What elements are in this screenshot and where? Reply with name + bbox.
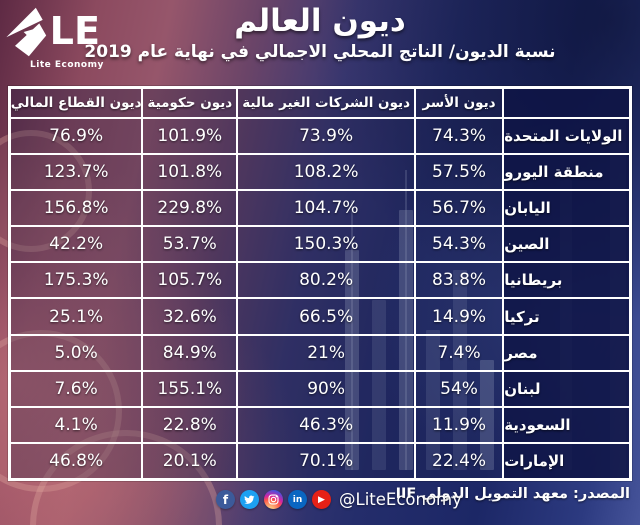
cell-country: منطقة اليورو [503, 154, 631, 191]
candlestick-decor [372, 300, 386, 470]
cell-household: 57.5% [414, 154, 504, 191]
page-subtitle: نسبة الديون/ الناتج المحلي الاجمالي في ن… [84, 42, 556, 62]
table-row: 46.8% 20.1% 70.1% 22.4% الإمارات [10, 442, 631, 479]
social-bar: f in ▶ @LiteEconomy [216, 490, 462, 509]
cell-financial: 25.1% [10, 298, 143, 335]
cell-government: 84.9% [142, 334, 238, 371]
cell-corporate: 21% [237, 334, 415, 371]
logo-mark: LE [50, 9, 100, 53]
logo-caption: Lite Economy [30, 60, 104, 70]
social-handle[interactable]: @LiteEconomy [339, 490, 462, 509]
cell-corporate: 80.2% [237, 262, 415, 299]
cell-country: الولايات المتحدة [503, 118, 631, 155]
twitter-icon[interactable] [240, 490, 259, 509]
col-header-corporate: ديون الشركات الغير مالية [237, 88, 415, 118]
youtube-icon[interactable]: ▶ [312, 490, 331, 509]
cell-financial: 42.2% [10, 226, 143, 263]
cell-financial: 156.8% [10, 190, 143, 227]
lite-economy-logo: LE Lite Economy [6, 6, 116, 70]
table-row: 25.1% 32.6% 66.5% 14.9% تركيا [10, 298, 631, 335]
cell-household: 74.3% [414, 118, 504, 155]
cell-country: لبنان [503, 370, 631, 407]
cell-government: 20.1% [142, 442, 238, 479]
table-row: 4.1% 22.8% 46.3% 11.9% السعودية [10, 406, 631, 443]
candlestick-wick-decor [405, 170, 407, 470]
cell-corporate: 108.2% [237, 154, 415, 191]
col-header-government: ديون حكومية [142, 88, 238, 118]
cell-country: مصر [503, 334, 631, 371]
cell-government: 101.9% [142, 118, 238, 155]
cell-corporate: 66.5% [237, 298, 415, 335]
cell-financial: 175.3% [10, 262, 143, 299]
cell-corporate: 90% [237, 370, 415, 407]
table-row: 175.3% 105.7% 80.2% 83.8% بريطانيا [10, 262, 631, 299]
cell-country: اليابان [503, 190, 631, 227]
cell-country: بريطانيا [503, 262, 631, 299]
cell-government: 22.8% [142, 406, 238, 443]
cell-household: 83.8% [414, 262, 504, 299]
cell-corporate: 70.1% [237, 442, 415, 479]
cell-government: 32.6% [142, 298, 238, 335]
cell-household: 14.9% [414, 298, 504, 335]
table-row: 42.2% 53.7% 150.3% 54.3% الصين [10, 226, 631, 263]
cell-financial: 123.7% [10, 154, 143, 191]
linkedin-icon[interactable]: in [288, 490, 307, 509]
table-row: 5.0% 84.9% 21% 7.4% مصر [10, 334, 631, 371]
cell-country: الصين [503, 226, 631, 263]
cell-government: 101.8% [142, 154, 238, 191]
table-row: 123.7% 101.8% 108.2% 57.5% منطقة اليورو [10, 154, 631, 191]
cell-financial: 5.0% [10, 334, 143, 371]
col-header-household: ديون الأسر [414, 88, 504, 118]
cell-country: السعودية [503, 406, 631, 443]
cell-corporate: 150.3% [237, 226, 415, 263]
header-titles: ديون العالم نسبة الديون/ الناتج المحلي ا… [0, 2, 640, 64]
cell-household: 7.4% [414, 334, 504, 371]
candlestick-decor [426, 330, 440, 470]
cell-government: 155.1% [142, 370, 238, 407]
table-header-row: ديون القطاع المالي ديون حكومية ديون الشر… [10, 88, 631, 118]
cell-financial: 46.8% [10, 442, 143, 479]
col-header-country [503, 88, 631, 118]
logo-arrow-icon: LE [6, 7, 100, 57]
cell-household: 54% [414, 370, 504, 407]
table-row: 76.9% 101.9% 73.9% 74.3% الولايات المتحد… [10, 118, 631, 155]
debt-table: ديون القطاع المالي ديون حكومية ديون الشر… [8, 86, 632, 481]
facebook-icon[interactable]: f [216, 490, 235, 509]
cell-country: الإمارات [503, 442, 631, 479]
source-note: المصدر: معهد التمويل الدولي IIF [395, 486, 630, 502]
cell-corporate: 104.7% [237, 190, 415, 227]
instagram-icon[interactable] [264, 490, 283, 509]
cell-corporate: 73.9% [237, 118, 415, 155]
col-header-financial: ديون القطاع المالي [10, 88, 143, 118]
cell-financial: 4.1% [10, 406, 143, 443]
cell-country: تركيا [503, 298, 631, 335]
candlestick-decor [399, 210, 413, 470]
cell-household: 11.9% [414, 406, 504, 443]
cell-government: 53.7% [142, 226, 238, 263]
cell-financial: 7.6% [10, 370, 143, 407]
candlestick-decor [345, 250, 359, 470]
cell-government: 105.7% [142, 262, 238, 299]
cell-corporate: 46.3% [237, 406, 415, 443]
cell-household: 56.7% [414, 190, 504, 227]
cell-government: 229.8% [142, 190, 238, 227]
cell-financial: 76.9% [10, 118, 143, 155]
table-row: 156.8% 229.8% 104.7% 56.7% اليابان [10, 190, 631, 227]
page-title: ديون العالم [234, 3, 406, 39]
cell-household: 22.4% [414, 442, 504, 479]
cell-household: 54.3% [414, 226, 504, 263]
table-row: 7.6% 155.1% 90% 54% لبنان [10, 370, 631, 407]
